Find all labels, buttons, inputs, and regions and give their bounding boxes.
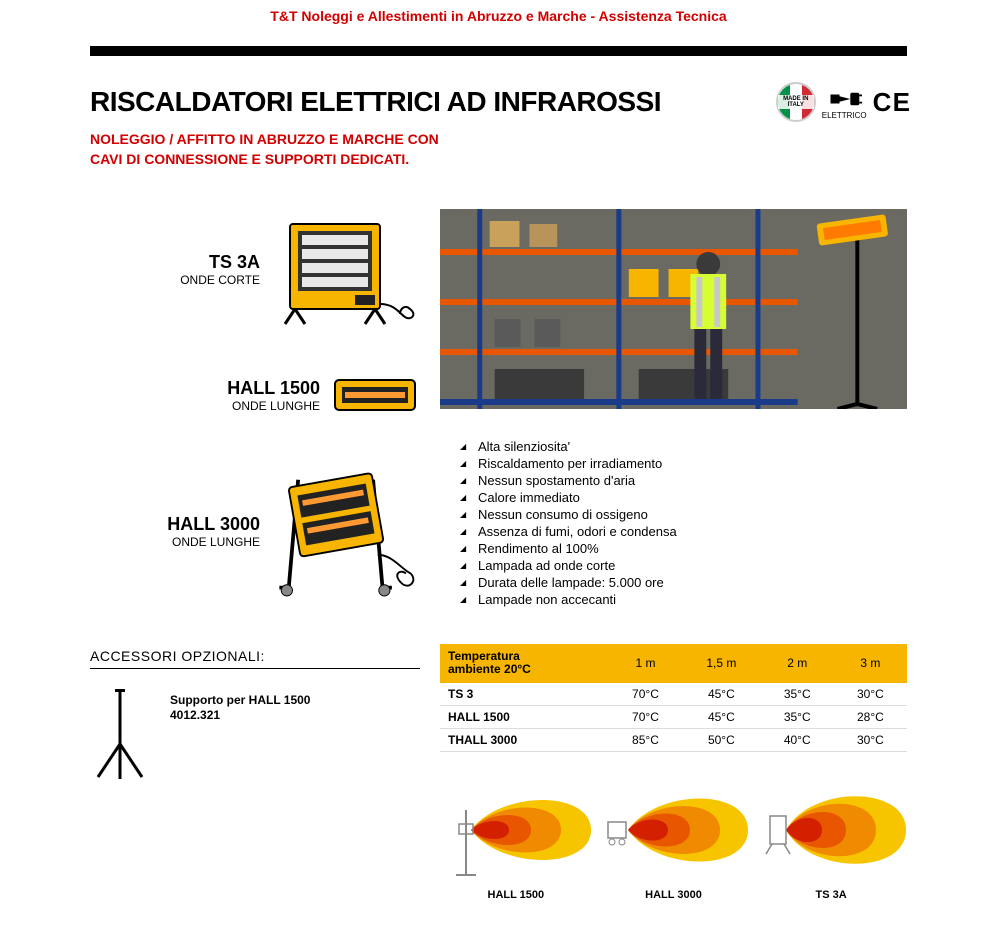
product-hall3000: HALL 3000 ONDE LUNGHE [90, 461, 420, 602]
table-cell: 85°C [609, 728, 682, 751]
table-cell: THALL 3000 [440, 728, 609, 751]
hero-warehouse-image [440, 209, 907, 409]
heat-lobe-diagram [441, 780, 591, 880]
product-image-hall3000 [270, 461, 420, 602]
feature-item: Nessun consumo di ossigeno [460, 506, 907, 523]
table-header: 2 m [761, 644, 834, 682]
table-header: 1 m [609, 644, 682, 682]
lobe-label: HALL 3000 [598, 889, 748, 901]
certification-row: MADE IN ITALY ELETTRICO C E [776, 82, 907, 122]
lobe-label: HALL 1500 [441, 889, 591, 901]
table-row: TS 3 70°C 45°C 35°C 30°C [440, 683, 907, 706]
table-cell: 70°C [609, 705, 682, 728]
accessory-code: 4012.321 [170, 708, 310, 724]
accessory-name: Supporto per HALL 1500 [170, 693, 310, 709]
table-cell: 35°C [761, 683, 834, 706]
table-cell: TS 3 [440, 683, 609, 706]
th-line1: Temperatura [448, 649, 520, 663]
heat-lobe-diagram [756, 780, 906, 880]
feature-item: Nessun spostamento d'aria [460, 472, 907, 489]
product-ts3a: TS 3A ONDE CORTE [90, 209, 420, 329]
table-cell: 35°C [761, 705, 834, 728]
product-type: ONDE LUNGHE [167, 535, 260, 549]
product-image-hall1500 [330, 375, 420, 415]
features-list: Alta silenziosita' Riscaldamento per irr… [460, 438, 907, 608]
product-hall1500: HALL 1500 ONDE LUNGHE [90, 375, 420, 415]
product-type: ONDE CORTE [180, 273, 260, 287]
separator-bar [90, 46, 907, 56]
subtitle-line1: NOLEGGIO / AFFITTO IN ABRUZZO E MARCHE C… [90, 130, 907, 150]
table-header: 1,5 m [682, 644, 761, 682]
product-name: HALL 3000 [167, 514, 260, 535]
table-cell: 40°C [761, 728, 834, 751]
electric-plug-icon [826, 84, 862, 114]
feature-item: Durata delle lampade: 5.000 ore [460, 574, 907, 591]
heat-lobes-row: HALL 1500 HALL 3000 [440, 780, 907, 901]
product-name: TS 3A [180, 252, 260, 273]
tripod-stand-icon [90, 689, 150, 779]
temperature-table: Temperatura ambiente 20°C 1 m 1,5 m 2 m … [440, 644, 907, 751]
product-type: ONDE LUNGHE [227, 399, 320, 413]
product-image-ts3a [270, 209, 420, 329]
feature-item: Lampada ad onde corte [460, 557, 907, 574]
made-in-italy-badge: MADE IN ITALY [776, 82, 816, 122]
th-line2: ambiente 20°C [448, 662, 531, 676]
feature-item: Assenza di fumi, odori e condensa [460, 523, 907, 540]
page-title: RISCALDATORI ELETTRICI AD INFRAROSSI [90, 86, 661, 118]
table-cell: 50°C [682, 728, 761, 751]
product-name: HALL 1500 [227, 378, 320, 399]
table-cell: 45°C [682, 705, 761, 728]
feature-item: Rendimento al 100% [460, 540, 907, 557]
table-row: HALL 1500 70°C 45°C 35°C 28°C [440, 705, 907, 728]
page-header-red: T&T Noleggi e Allestimenti in Abruzzo e … [10, 0, 987, 40]
feature-item: Alta silenziosita' [460, 438, 907, 455]
table-cell: 30°C [834, 683, 907, 706]
made-in-italy-text: MADE IN ITALY [778, 95, 814, 109]
ce-mark: C E [873, 87, 907, 118]
subtitle: NOLEGGIO / AFFITTO IN ABRUZZO E MARCHE C… [90, 130, 907, 169]
elettrico-label: ELETTRICO [822, 111, 867, 120]
lobe-hall3000: HALL 3000 [598, 780, 748, 901]
table-header: 3 m [834, 644, 907, 682]
subtitle-line2: CAVI DI CONNESSIONE E SUPPORTI DEDICATI. [90, 150, 907, 170]
feature-item: Lampade non accecanti [460, 591, 907, 608]
table-cell: 70°C [609, 683, 682, 706]
lobe-hall1500: HALL 1500 [441, 780, 591, 901]
lobe-ts3a: TS 3A [756, 780, 906, 901]
table-cell: HALL 1500 [440, 705, 609, 728]
heat-lobe-diagram [598, 780, 748, 880]
feature-item: Riscaldamento per irradiamento [460, 455, 907, 472]
accessory-item: Supporto per HALL 1500 4012.321 [90, 689, 420, 779]
table-row: THALL 3000 85°C 50°C 40°C 30°C [440, 728, 907, 751]
table-cell: 30°C [834, 728, 907, 751]
table-header: Temperatura ambiente 20°C [440, 644, 609, 682]
table-cell: 45°C [682, 683, 761, 706]
table-cell: 28°C [834, 705, 907, 728]
accessories-header: ACCESSORI OPZIONALI: [90, 648, 420, 669]
feature-item: Calore immediato [460, 489, 907, 506]
lobe-label: TS 3A [756, 889, 906, 901]
